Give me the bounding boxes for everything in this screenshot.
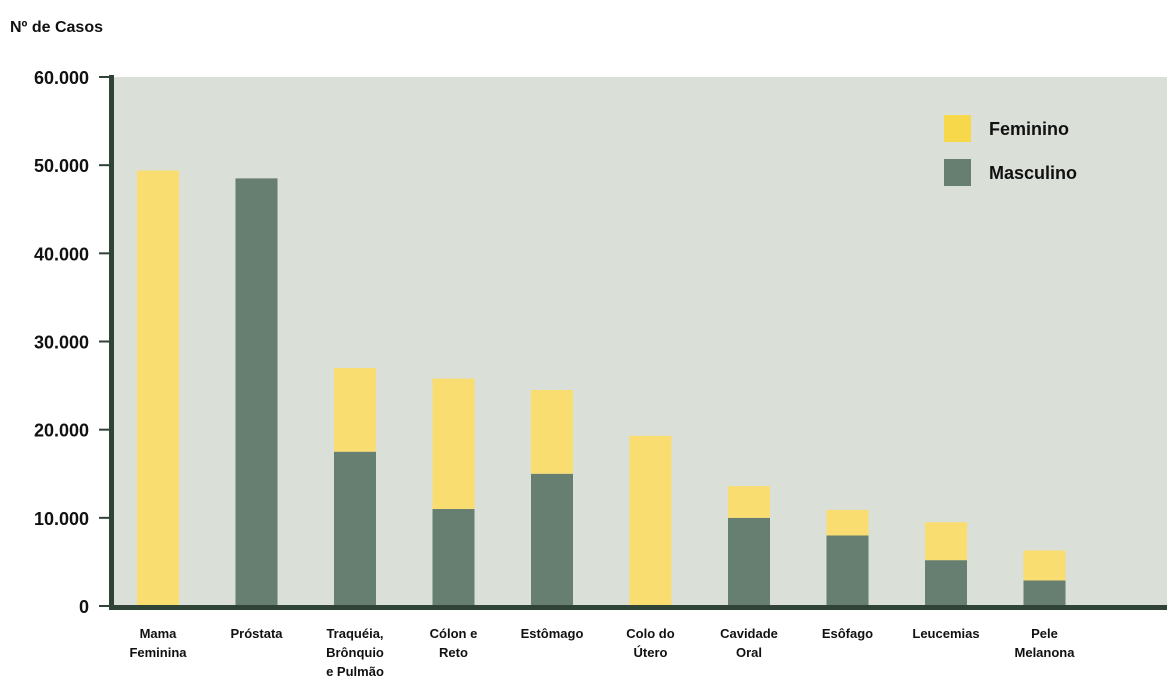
bar-masculino-8 bbox=[925, 560, 967, 606]
category-label: Colo do bbox=[626, 626, 674, 641]
bar-feminino-5 bbox=[629, 435, 672, 606]
bar-masculino-3 bbox=[432, 509, 475, 606]
y-tick-label: 30.000 bbox=[34, 333, 89, 353]
category-label: Traquéia, bbox=[326, 626, 383, 641]
y-ticks-group: 0 10.000 20.000 30.000 40.000 50.000 60.000 bbox=[34, 68, 111, 617]
category-label: Brônquio bbox=[326, 645, 384, 660]
bar-feminino-3 bbox=[432, 378, 475, 510]
category-label: e Pulmão bbox=[326, 664, 384, 679]
y-tick-label: 50.000 bbox=[34, 156, 89, 176]
x-axis-line bbox=[109, 605, 1167, 610]
bars-group bbox=[137, 170, 1066, 606]
bar-masculino-6 bbox=[728, 517, 770, 606]
y-axis-title: Nº de Casos bbox=[10, 19, 103, 36]
category-label: Mama bbox=[140, 626, 178, 641]
category-label: Próstata bbox=[230, 626, 283, 641]
y-tick-label: 20.000 bbox=[34, 421, 89, 441]
legend-label-feminino: Feminino bbox=[989, 119, 1069, 139]
category-label: Feminina bbox=[129, 645, 187, 660]
bar-masculino-9 bbox=[1023, 580, 1066, 606]
y-tick-label: 40.000 bbox=[34, 244, 89, 264]
x-labels-group: Mama Feminina Próstata Traquéia, Brônquio e P… bbox=[129, 626, 1075, 679]
legend-swatch-masculino bbox=[944, 159, 971, 186]
category-label: Esôfago bbox=[822, 626, 873, 641]
category-label: Estômago bbox=[521, 626, 584, 641]
bar-masculino-1 bbox=[235, 178, 278, 606]
bar-feminino-2 bbox=[334, 367, 376, 452]
category-label: Cólon e bbox=[430, 626, 478, 641]
category-label: Oral bbox=[736, 645, 762, 660]
bar-feminino-7 bbox=[826, 509, 869, 536]
bar-masculino-7 bbox=[826, 535, 869, 606]
bar-feminino-4 bbox=[531, 389, 573, 474]
category-label: Leucemias bbox=[912, 626, 979, 641]
y-axis-line bbox=[109, 75, 114, 609]
legend-label-masculino: Masculino bbox=[989, 163, 1077, 183]
category-label: Pele bbox=[1031, 626, 1058, 641]
bar-feminino-9 bbox=[1023, 550, 1066, 581]
category-label: Reto bbox=[439, 645, 468, 660]
category-label: Cavidade bbox=[720, 626, 778, 641]
bar-masculino-4 bbox=[531, 473, 573, 606]
y-tick-label: 0 bbox=[79, 597, 89, 617]
bar-feminino-0 bbox=[137, 170, 179, 606]
legend: Feminino Masculino bbox=[944, 115, 1077, 186]
bar-feminino-8 bbox=[925, 522, 967, 561]
y-tick-label: 10.000 bbox=[34, 509, 89, 529]
category-label: Útero bbox=[634, 645, 668, 660]
axes-group bbox=[109, 75, 1167, 610]
category-label: Melanona bbox=[1015, 645, 1076, 660]
bar-feminino-6 bbox=[728, 486, 770, 518]
bar-masculino-2 bbox=[334, 451, 376, 606]
legend-swatch-feminino bbox=[944, 115, 971, 142]
y-tick-label: 60.000 bbox=[34, 68, 89, 88]
